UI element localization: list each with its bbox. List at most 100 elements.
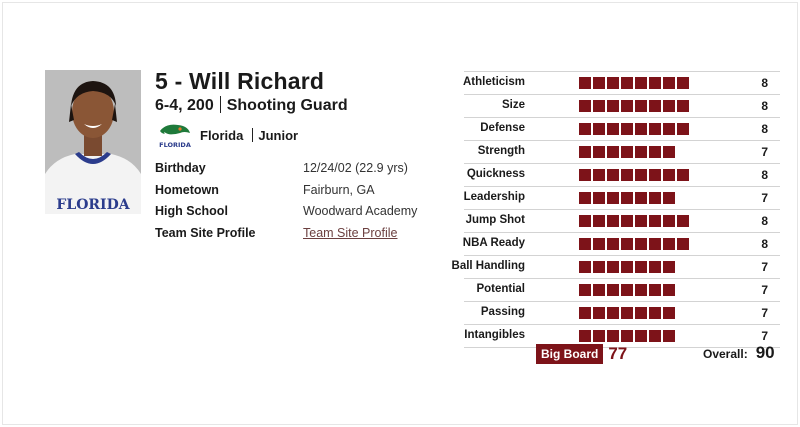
rating-block [607, 330, 619, 342]
rating-block [579, 169, 591, 181]
rating-block [663, 77, 675, 89]
info-label: High School [155, 204, 228, 218]
rating-bar [579, 123, 689, 135]
rating-block [579, 146, 591, 158]
rating-block [663, 330, 675, 342]
rating-bar [579, 192, 675, 204]
rating-block [663, 307, 675, 319]
player-position: Shooting Guard [226, 97, 348, 114]
rating-block [621, 192, 633, 204]
rating-block [649, 238, 661, 250]
rating-label: Quickness [466, 168, 525, 180]
rating-label: Defense [480, 122, 525, 134]
rating-block [649, 146, 661, 158]
rating-bar [579, 146, 675, 158]
rating-bar [579, 100, 689, 112]
team-name: Florida [200, 127, 244, 143]
rating-block [663, 192, 675, 204]
rating-block [607, 100, 619, 112]
rating-block [593, 215, 605, 227]
rating-block [635, 238, 647, 250]
rating-block [663, 100, 675, 112]
rating-label: Passing [480, 306, 525, 318]
ratings-table: Athleticism 8 Size 8 Defense 8 Strength 7 Quickn… [452, 71, 780, 348]
rating-block [649, 100, 661, 112]
height-weight: 6-4, 200 [155, 97, 214, 114]
player-name: 5 - Will Richard [155, 68, 325, 94]
rating-label: NBA Ready [462, 237, 525, 249]
jersey-text: FLORIDA [56, 197, 130, 213]
rating-block [579, 77, 591, 89]
rating-block [579, 123, 591, 135]
rating-block [621, 100, 633, 112]
rating-block [663, 169, 675, 181]
rating-row: Size 8 [464, 95, 780, 118]
rating-bar [579, 215, 689, 227]
team-divider [252, 128, 254, 142]
rating-row: Defense 8 [464, 118, 780, 141]
rating-label: Intangibles [464, 329, 525, 341]
info-label: Team Site Profile [155, 225, 256, 240]
rating-block [649, 123, 661, 135]
rating-block [635, 169, 647, 181]
rating-block [593, 261, 605, 273]
rating-value: 7 [761, 145, 768, 159]
rating-block [635, 123, 647, 135]
rating-block [649, 192, 661, 204]
rating-label: Athleticism [463, 76, 525, 88]
rating-block [621, 215, 633, 227]
team-row: FLORIDA Florida Junior [158, 120, 298, 150]
rating-block [621, 284, 633, 296]
info-value: Woodward Academy [303, 204, 418, 218]
rating-label: Potential [476, 283, 525, 295]
rating-block [579, 238, 591, 250]
rating-row: Passing 7 [464, 302, 780, 325]
rating-label: Ball Handling [451, 260, 525, 272]
team-site-profile-link[interactable]: Team Site Profile [303, 225, 398, 240]
rating-block [677, 77, 689, 89]
rating-block [621, 169, 633, 181]
rating-block [663, 123, 675, 135]
rating-value: 7 [761, 191, 768, 205]
overall-score: Overall: 90 [703, 343, 775, 363]
rating-block [635, 77, 647, 89]
rating-value: 7 [761, 283, 768, 297]
rating-block [593, 169, 605, 181]
rating-block [621, 307, 633, 319]
rating-label: Strength [477, 145, 525, 157]
rating-row: NBA Ready 8 [462, 233, 780, 256]
info-label: Hometown [155, 182, 219, 197]
rating-label: Size [501, 99, 525, 111]
rating-block [677, 100, 689, 112]
logo-text: FLORIDA [159, 141, 191, 149]
rating-block [607, 307, 619, 319]
rating-block [607, 146, 619, 158]
rating-bar [579, 307, 675, 319]
rating-value: 8 [761, 237, 768, 251]
big-board-label: Big Board [536, 344, 604, 364]
rating-row: Strength 7 [464, 141, 780, 164]
rating-row: Potential 7 [464, 279, 780, 302]
rating-block [649, 307, 661, 319]
rating-block [621, 261, 633, 273]
rating-block [663, 238, 675, 250]
rating-block [635, 261, 647, 273]
rating-block [621, 123, 633, 135]
rating-row: Athleticism 8 [463, 71, 780, 95]
rating-row: Ball Handling 7 [452, 256, 780, 279]
rating-block [607, 192, 619, 204]
rating-bar [579, 284, 675, 296]
rating-block [663, 284, 675, 296]
rating-block [677, 215, 689, 227]
rating-value: 7 [761, 329, 768, 343]
rating-block [593, 146, 605, 158]
subline-divider [219, 96, 221, 113]
rating-block [621, 146, 633, 158]
rating-block [593, 123, 605, 135]
player-subline: 6-4, 200 Shooting Guard [155, 96, 348, 115]
rating-block [579, 284, 591, 296]
rating-value: 7 [761, 306, 768, 320]
rating-block [593, 238, 605, 250]
rating-block [607, 238, 619, 250]
rating-block [579, 261, 591, 273]
